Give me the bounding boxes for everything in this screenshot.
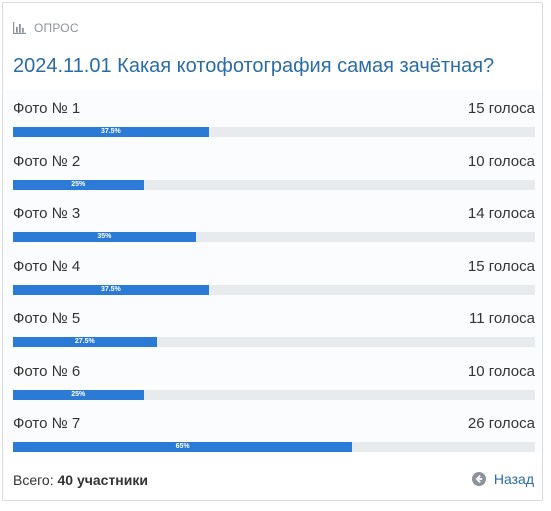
- option-label: Фото № 7: [13, 415, 81, 432]
- poll-option: Фото № 4 15 голоса 37.5%: [13, 258, 535, 298]
- poll-option: Фото № 5 11 голоса 27.5%: [13, 310, 535, 350]
- option-label: Фото № 4: [13, 257, 81, 275]
- option-votes: 14 голоса: [467, 205, 535, 222]
- option-progress-track: 25%: [13, 179, 535, 190]
- option-votes: 26 голоса: [467, 415, 535, 432]
- option-progress-fill: 25%: [13, 389, 144, 400]
- poll-option: Фото № 3 14 голоса 35%: [13, 205, 535, 245]
- option-votes: 11 голоса: [469, 310, 535, 327]
- option-votes: 10 голоса: [467, 152, 535, 170]
- poll-title: 2024.11.01 Какая котофотография самая за…: [13, 55, 495, 77]
- option-votes: 15 голоса: [467, 257, 535, 275]
- option-label: Фото № 6: [13, 362, 81, 380]
- poll-card: ОПРОС 2024.11.01 Какая котофотография са…: [2, 2, 543, 501]
- option-label: Фото № 1: [13, 100, 81, 117]
- poll-header: ОПРОС: [13, 20, 79, 36]
- arrow-left-circle-icon: [471, 472, 486, 486]
- option-progress-fill: 35%: [13, 232, 196, 242]
- poll-kicker: ОПРОС: [34, 21, 79, 35]
- poll-option: Фото № 7 26 голоса 65%: [13, 415, 535, 455]
- option-progress-track: 65%: [13, 442, 535, 452]
- bar-chart-icon: [13, 22, 26, 34]
- option-progress-fill: 25%: [13, 179, 144, 190]
- option-label: Фото № 5: [13, 310, 81, 327]
- option-label: Фото № 2: [13, 152, 81, 170]
- poll-results: Фото № 1 15 голоса 37.5% Фото № 2 10 голоса 2…: [4, 90, 541, 452]
- option-progress-fill: 65%: [13, 442, 353, 452]
- poll-option: Фото № 1 15 голоса 37.5%: [13, 100, 535, 140]
- poll-option: Фото № 6 10 голоса 25%: [13, 363, 535, 403]
- poll-total: Всего: 40 участники: [13, 472, 148, 488]
- option-progress-track: 35%: [13, 232, 535, 242]
- option-progress-fill: 37.5%: [13, 127, 209, 137]
- poll-option: Фото № 2 10 голоса 25%: [13, 153, 535, 193]
- option-progress-track: 37.5%: [13, 127, 535, 137]
- option-votes: 10 голоса: [467, 362, 535, 380]
- back-button[interactable]: Назад: [471, 471, 534, 487]
- option-progress-track: 25%: [13, 389, 535, 400]
- option-progress-track: 27.5%: [13, 337, 535, 347]
- option-votes: 15 голоса: [467, 100, 535, 117]
- option-progress-fill: 27.5%: [13, 337, 157, 347]
- option-label: Фото № 3: [13, 205, 81, 222]
- total-value: 40 участники: [57, 472, 148, 488]
- option-progress-fill: 37.5%: [13, 284, 209, 295]
- back-label: Назад: [493, 471, 534, 487]
- option-progress-track: 37.5%: [13, 284, 535, 295]
- total-label: Всего:: [13, 472, 54, 488]
